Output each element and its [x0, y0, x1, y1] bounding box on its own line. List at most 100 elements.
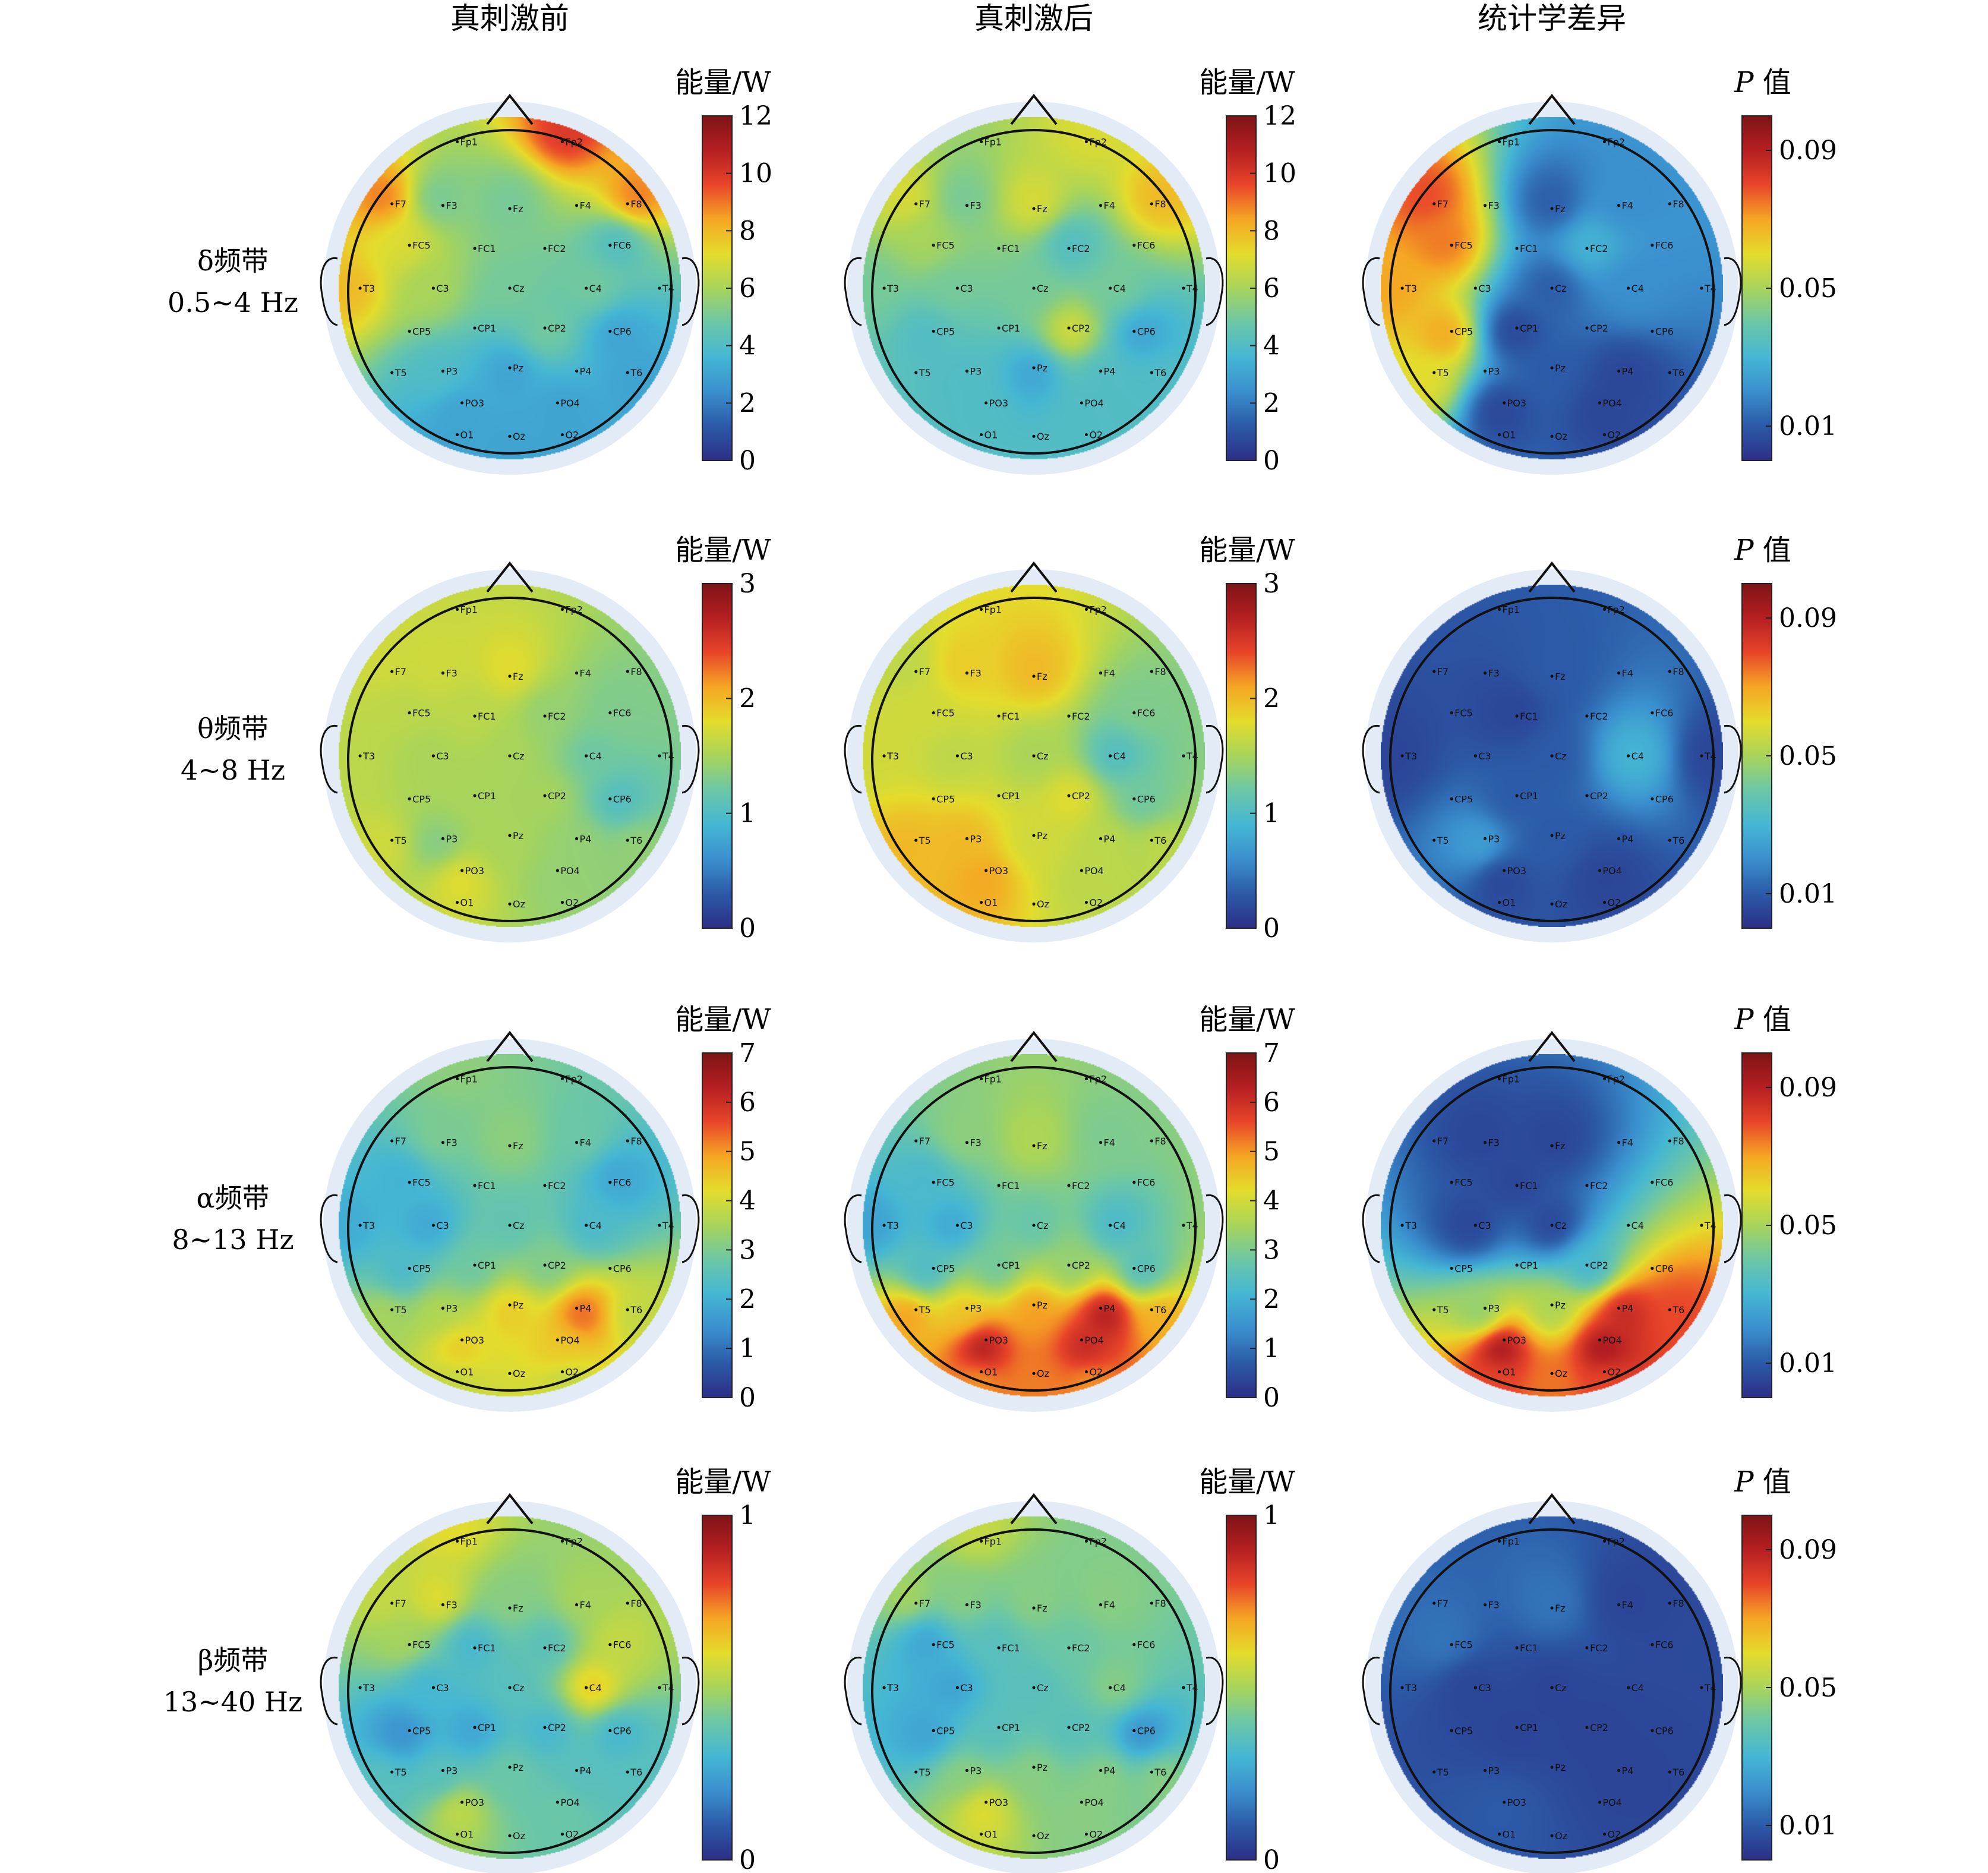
- electrode-dot: [1651, 1266, 1654, 1270]
- electrode-dot: [585, 1224, 588, 1227]
- left-ear: [844, 1194, 862, 1263]
- row-frequency-range: 4~8 Hz: [181, 754, 285, 786]
- electrode-dot: [1400, 754, 1404, 758]
- electrode-label: C4: [589, 283, 602, 294]
- electrode-dot: [882, 1686, 886, 1689]
- electrode-label: CP2: [548, 323, 566, 334]
- electrode-label: F3: [446, 1600, 457, 1611]
- electrode-dot: [1099, 837, 1103, 840]
- electrode-label: C3: [436, 283, 449, 294]
- electrode-dot: [1132, 1643, 1136, 1647]
- left-ear: [320, 257, 338, 326]
- electrode-label: FC2: [1072, 711, 1090, 722]
- electrode-label: PO3: [1507, 865, 1526, 876]
- electrode-label: P4: [1104, 1303, 1116, 1314]
- electrode-dot: [543, 794, 547, 797]
- electrode-label: F8: [1673, 198, 1684, 210]
- electrode-label: FC5: [412, 708, 431, 719]
- colorbar-tick-label: 1: [1263, 1333, 1280, 1364]
- colorbar: [1226, 583, 1257, 929]
- electrode-label: Fp2: [565, 1073, 583, 1084]
- electrode-dot: [997, 714, 1001, 718]
- electrode-label: O1: [460, 897, 474, 909]
- electrode-dot: [955, 286, 959, 290]
- electrode-dot: [508, 207, 512, 210]
- electrode-dot: [1450, 329, 1453, 333]
- colorbar-tick-label: 3: [1263, 569, 1280, 599]
- electrode-label: PO4: [1084, 1797, 1103, 1808]
- electrode-label: Cz: [1555, 751, 1567, 762]
- electrode-label: T4: [662, 1682, 674, 1694]
- electrode-dot: [1550, 366, 1554, 370]
- electrode-label: O1: [460, 430, 474, 441]
- electrode-label: C3: [1478, 283, 1491, 294]
- electrode-label: T3: [362, 283, 375, 294]
- electrode-dot: [914, 1308, 918, 1311]
- electrode-dot: [1668, 838, 1671, 842]
- colorbar-tick-label: 3: [739, 569, 756, 599]
- p-symbol: P: [1734, 1003, 1754, 1036]
- electrode-dot: [626, 1308, 629, 1311]
- electrode-dot: [1497, 1370, 1501, 1374]
- electrode-label: C3: [960, 751, 973, 762]
- colorbar-tick-label: 1: [1263, 799, 1280, 829]
- electrode-dot: [965, 1306, 969, 1310]
- electrode-label: F4: [1104, 668, 1115, 679]
- electrode-label: T3: [362, 751, 375, 762]
- electrode-dot: [1651, 329, 1654, 333]
- colorbar-title: 能量/W: [1199, 534, 1295, 567]
- electrode-dot: [543, 1726, 547, 1729]
- electrode-label: FC5: [1454, 708, 1473, 719]
- electrode-label: PO3: [989, 398, 1008, 409]
- electrode-label: P4: [1622, 1303, 1634, 1314]
- electrode-dot: [1515, 1726, 1519, 1729]
- electrode-dot: [1598, 401, 1601, 405]
- electrode-dot: [1132, 244, 1136, 247]
- electrode-dot: [1032, 834, 1036, 837]
- electrode-label: T6: [1672, 1304, 1684, 1316]
- electrode-label: CP1: [1520, 1260, 1538, 1271]
- electrode-label: Pz: [1555, 1762, 1566, 1773]
- electrode-label: P4: [580, 1303, 592, 1314]
- electrode-dot: [408, 1643, 411, 1647]
- electrode-label: FC1: [1520, 1180, 1538, 1191]
- electrode-dot: [1084, 1539, 1088, 1543]
- electrode-dot: [1550, 834, 1554, 837]
- electrode-label: FC1: [478, 243, 496, 254]
- nose: [486, 1493, 534, 1525]
- electrode-dot: [965, 204, 969, 207]
- electrode-dot: [585, 754, 588, 758]
- electrode-dot: [1550, 1144, 1554, 1147]
- electrode-label: P3: [1488, 365, 1500, 377]
- electrode-dot: [984, 869, 988, 872]
- right-ear: [681, 257, 700, 326]
- electrode-label: F3: [970, 1600, 981, 1611]
- electrode-label: CP1: [1002, 323, 1020, 334]
- head-outline: [347, 1066, 673, 1392]
- electrode-label: Oz: [1555, 1830, 1567, 1842]
- left-ear: [320, 724, 338, 794]
- electrode-dot: [560, 900, 564, 904]
- electrode-dot: [575, 1306, 579, 1310]
- electrode-dot: [932, 329, 935, 333]
- electrode-label: T4: [1186, 751, 1198, 762]
- electrode-label: C4: [1632, 1220, 1644, 1231]
- electrode-dot: [1651, 1643, 1654, 1647]
- colorbar-tick-label: 0.09: [1779, 1073, 1837, 1103]
- electrode-dot: [560, 433, 564, 437]
- electrode-label: PO3: [989, 865, 1008, 876]
- electrode-label: PO4: [560, 865, 579, 876]
- electrode-label: CP6: [613, 793, 632, 805]
- electrode-dot: [1617, 369, 1621, 373]
- electrode-label: FC6: [1137, 1639, 1156, 1651]
- electrode-dot: [390, 1139, 394, 1143]
- electrode-dot: [1602, 1077, 1607, 1081]
- electrode-label: T4: [1186, 283, 1198, 294]
- electrode-label: C3: [960, 1682, 973, 1694]
- electrode-dot: [1515, 247, 1519, 250]
- electrode-dot: [441, 671, 445, 675]
- electrode-dot: [390, 202, 394, 206]
- electrode-dot: [1550, 207, 1554, 210]
- electrode-label: PO4: [1602, 1797, 1621, 1808]
- electrode-label: Pz: [513, 830, 523, 841]
